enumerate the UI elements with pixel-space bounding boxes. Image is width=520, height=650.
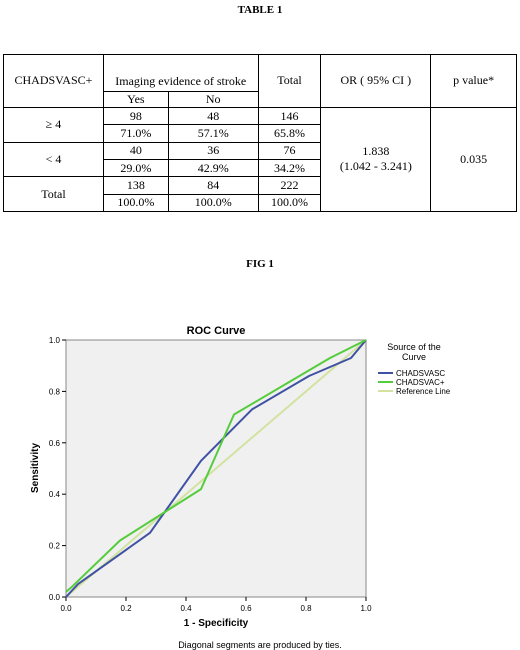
series-lines <box>65 339 367 598</box>
cell-total-percent: 100.0% <box>257 193 322 213</box>
row-label: < 4 <box>3 141 104 178</box>
cell-no-count: 48 <box>167 106 259 126</box>
series-line-reference-line <box>65 339 367 598</box>
cell-total-count: 146 <box>257 106 322 126</box>
x-axis-label: 1 - Specificity <box>184 618 249 629</box>
chart-title: ROC Curve <box>187 325 246 337</box>
subheader-no: No <box>167 90 259 108</box>
figure-title: FIG 1 <box>246 258 274 270</box>
row-label: ≥ 4 <box>3 106 104 143</box>
header-total: Total <box>257 54 322 108</box>
axes: 0.0 0.2 0.4 0.6 0.8 1.0 0.0 0.2 0.4 0.6 0.8 1.0 <box>49 336 372 613</box>
chart-footnote: Diagonal segments are produced by ties. <box>178 640 342 650</box>
legend-label: CHADSVAC+ <box>396 378 445 387</box>
y-tick-label: 0.4 <box>49 490 61 499</box>
or-cell: 1.838 (1.042 - 3.241) <box>320 106 432 213</box>
or-value: 1.838 <box>362 144 390 159</box>
cell-no-percent: 42.9% <box>167 158 259 178</box>
x-tick-label: 0.0 <box>60 604 72 613</box>
header-imaging: Imaging evidence of stroke <box>102 54 259 92</box>
cell-no-count: 36 <box>167 141 259 160</box>
header-chadsvasc: CHADSVASC+ <box>3 54 104 108</box>
cell-no-count: 84 <box>167 176 259 195</box>
roc-chart: ROC Curve 1 - Specificity Sensitivity Di… <box>30 325 451 650</box>
legend-label: Reference Line <box>396 387 451 396</box>
y-tick-label: 0.0 <box>49 593 61 602</box>
series-line-chadsvasc <box>65 339 367 598</box>
y-tick-label: 0.2 <box>49 542 61 551</box>
cell-yes-percent: 29.0% <box>102 158 169 178</box>
subheader-yes: Yes <box>102 90 169 108</box>
legend-label: CHADSVASC <box>396 369 445 378</box>
x-tick-label: 0.8 <box>300 604 312 613</box>
x-tick-label: 0.2 <box>120 604 132 613</box>
y-tick-label: 0.6 <box>49 439 61 448</box>
x-tick-label: 1.0 <box>360 604 372 613</box>
cell-no-percent: 57.1% <box>167 124 259 143</box>
cell-total-count: 76 <box>257 141 322 160</box>
crosstab-table: CHADSVASC+ Imaging evidence of stroke To… <box>3 54 517 213</box>
p-value-cell: 0.035 <box>430 106 517 213</box>
cell-no-percent: 100.0% <box>167 193 259 213</box>
x-tick-label: 0.6 <box>240 604 252 613</box>
or-ci: (1.042 - 3.241) <box>339 159 412 174</box>
y-axis-label: Sensitivity <box>30 443 41 493</box>
y-tick-label: 0.8 <box>49 387 61 396</box>
cell-yes-percent: 100.0% <box>102 193 169 213</box>
cell-yes-count: 40 <box>102 141 169 160</box>
cell-total-percent: 65.8% <box>257 124 322 143</box>
cell-total-percent: 34.2% <box>257 158 322 178</box>
row-label: Total <box>3 176 104 212</box>
series-line-chadsvac <box>65 339 367 593</box>
x-tick-label: 0.4 <box>180 604 192 613</box>
table-title: TABLE 1 <box>237 4 283 16</box>
cell-yes-count: 98 <box>102 106 169 126</box>
cell-yes-count: 138 <box>102 176 169 195</box>
cell-total-count: 222 <box>257 176 322 195</box>
legend-title: Source of the Curve <box>387 342 441 362</box>
header-p-value: p value* <box>430 54 517 108</box>
y-tick-label: 1.0 <box>49 336 61 345</box>
legend: Source of the Curve CHADSVASCCHADSVAC+Refe… <box>378 342 451 396</box>
header-or: OR ( 95% CI ) <box>320 54 432 108</box>
cell-yes-percent: 71.0% <box>102 124 169 143</box>
